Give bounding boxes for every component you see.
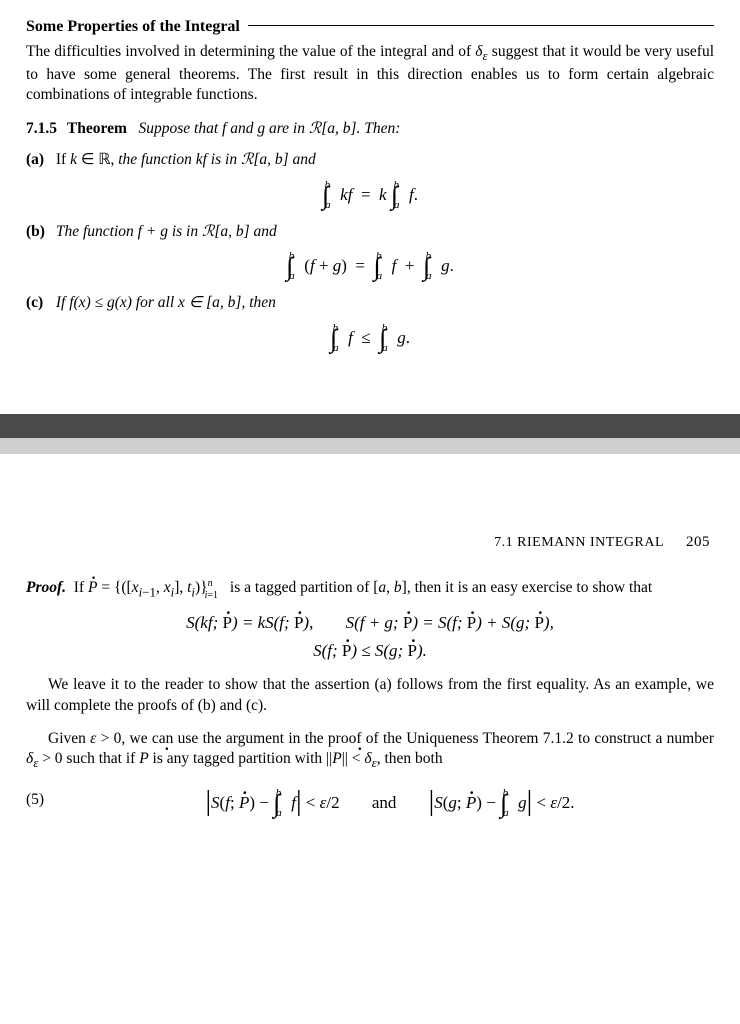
theorem-item-b: (b) The function f + g is in ℛ[a, b] and [26,221,714,243]
eq-c: ∫abf ≤ ∫abg. [26,320,714,350]
page-lower: 7.1 RIEMANN INTEGRAL 205 Proof. If P = {… [0,534,740,826]
eq-5-row: (5) |S(f; P) − ∫abf| < ε/2 and |S(g; P) … [26,784,714,816]
item-a-text: If k ∈ ℝ, the function kf is in ℛ[a, b] … [56,151,316,168]
theorem-item-c: (c) If f(x) ≤ g(x) for all x ∈ [a, b], t… [26,292,714,314]
eq-s1: S(kf; P) = kS(f; P), S(f + g; P) = S(f; … [26,613,714,633]
eq-5-number: (5) [26,791,66,809]
theorem-number: 7.1.5 [26,120,57,137]
eq-and: and [372,793,397,812]
theorem-word: Theorem [67,120,127,137]
intro-paragraph: The difficulties involved in determining… [26,42,714,106]
item-b-text: The function f + g is in ℛ[a, b] and [56,223,277,240]
page-upper: Some Properties of the Integral The diff… [0,0,740,374]
running-head: 7.1 RIEMANN INTEGRAL 205 [26,534,714,551]
eq-5-body: |S(f; P) − ∫abf| < ε/2 and |S(g; P) − ∫a… [66,784,714,816]
theorem-heading: 7.1.5 Theorem Suppose that f and g are i… [26,118,714,140]
running-chapter: 7.1 RIEMANN INTEGRAL [494,535,664,550]
proof-p3: Given ε > 0, we can use the argument in … [26,729,714,772]
proof-p2: We leave it to the reader to show that t… [26,675,714,717]
eq-s2: S(f; P) ≤ S(g; P). [26,641,714,661]
item-label-b: (b) [26,221,52,243]
proof-p1: Proof. If P = {([xi−1, xi], ti)}ni=1 is … [26,577,714,601]
theorem-item-a: (a) If k ∈ ℝ, the function kf is in ℛ[a,… [26,149,714,171]
section-title-row: Some Properties of the Integral [26,18,714,36]
section-rule [248,25,714,26]
theorem-lead: Suppose that f and g are in ℛ[a, b]. The… [138,120,400,137]
item-label-c: (c) [26,292,52,314]
item-c-text: If f(x) ≤ g(x) for all x ∈ [a, b], then [56,294,276,311]
eq-a: ∫abkf = k ∫abf. [26,177,714,207]
proof-word: Proof. [26,579,66,596]
separator-light [0,438,740,454]
gap-below-separator [0,454,740,534]
eq-b: ∫ab(f + g) = ∫abf + ∫abg. [26,248,714,278]
separator-dark [0,414,740,438]
running-page-number: 205 [686,534,710,550]
gap-above-separator [0,374,740,414]
item-label-a: (a) [26,149,52,171]
section-title: Some Properties of the Integral [26,18,240,36]
